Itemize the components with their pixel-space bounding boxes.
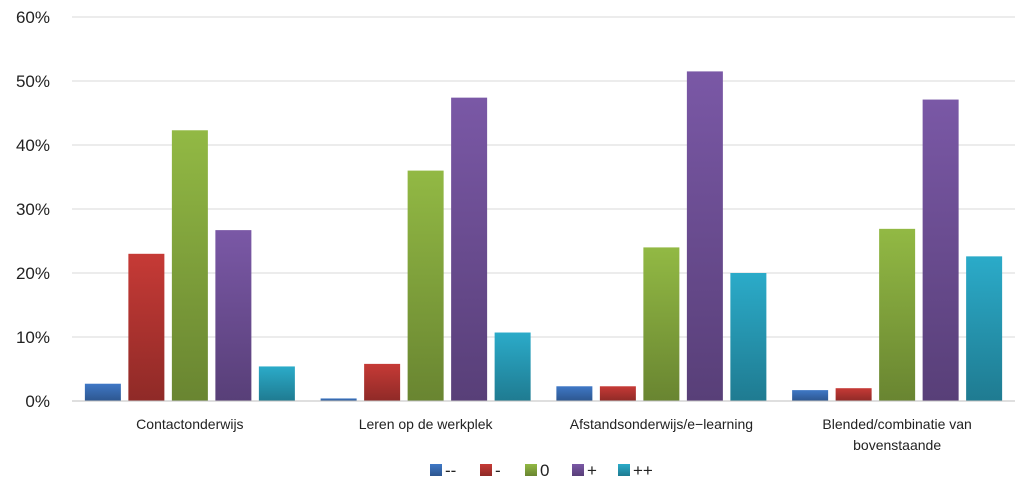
y-tick-label: 20%: [16, 264, 50, 283]
y-axis-ticks: 0% 10% 20% 30% 40% 50% 60%: [16, 8, 50, 411]
legend-swatch: [618, 464, 630, 476]
bar: [258, 366, 295, 401]
bar: [966, 256, 1003, 401]
legend-label: -: [495, 461, 501, 480]
bar: [599, 386, 636, 401]
y-tick-label: 10%: [16, 328, 50, 347]
bar: [494, 332, 531, 401]
legend-label: +: [587, 461, 597, 480]
x-category-label: Contactonderwijs: [136, 416, 243, 432]
legend-label: ++: [633, 461, 653, 480]
bar: [835, 388, 872, 401]
y-tick-label: 60%: [16, 8, 50, 27]
legend-label: 0: [540, 461, 549, 480]
bar: [922, 99, 959, 401]
legend-label: --: [445, 461, 456, 480]
legend: -- -0 + ++: [430, 461, 653, 480]
y-tick-label: 50%: [16, 72, 50, 91]
y-tick-label: 0%: [25, 392, 50, 411]
legend-swatch: [572, 464, 584, 476]
bar: [407, 170, 444, 401]
bar: [171, 130, 208, 401]
bar: [215, 230, 252, 401]
bar: [730, 273, 767, 401]
bar: [686, 71, 723, 402]
bar: [364, 363, 401, 401]
bar: [556, 386, 593, 401]
bars: [84, 71, 1003, 402]
legend-swatch: [525, 464, 537, 476]
x-category-label: bovenstaande: [853, 437, 941, 453]
y-tick-label: 30%: [16, 200, 50, 219]
legend-swatch: [480, 464, 492, 476]
bar: [792, 390, 829, 401]
x-category-label: Leren op de werkplek: [359, 416, 494, 432]
x-axis-categories: Contactonderwijs Leren op de werkplek Afst…: [136, 416, 972, 453]
x-category-label: Blended/combinatie van: [822, 416, 971, 432]
y-tick-label: 40%: [16, 136, 50, 155]
bar: [128, 253, 165, 401]
bar: [879, 228, 916, 401]
bar: [320, 398, 357, 401]
x-category-label: Afstandsonderwijs/e−learning: [570, 416, 753, 432]
bar: [84, 383, 121, 401]
grid-lines: [72, 16, 1015, 338]
bar: [451, 97, 488, 401]
bar: [643, 247, 680, 401]
legend-swatch: [430, 464, 442, 476]
